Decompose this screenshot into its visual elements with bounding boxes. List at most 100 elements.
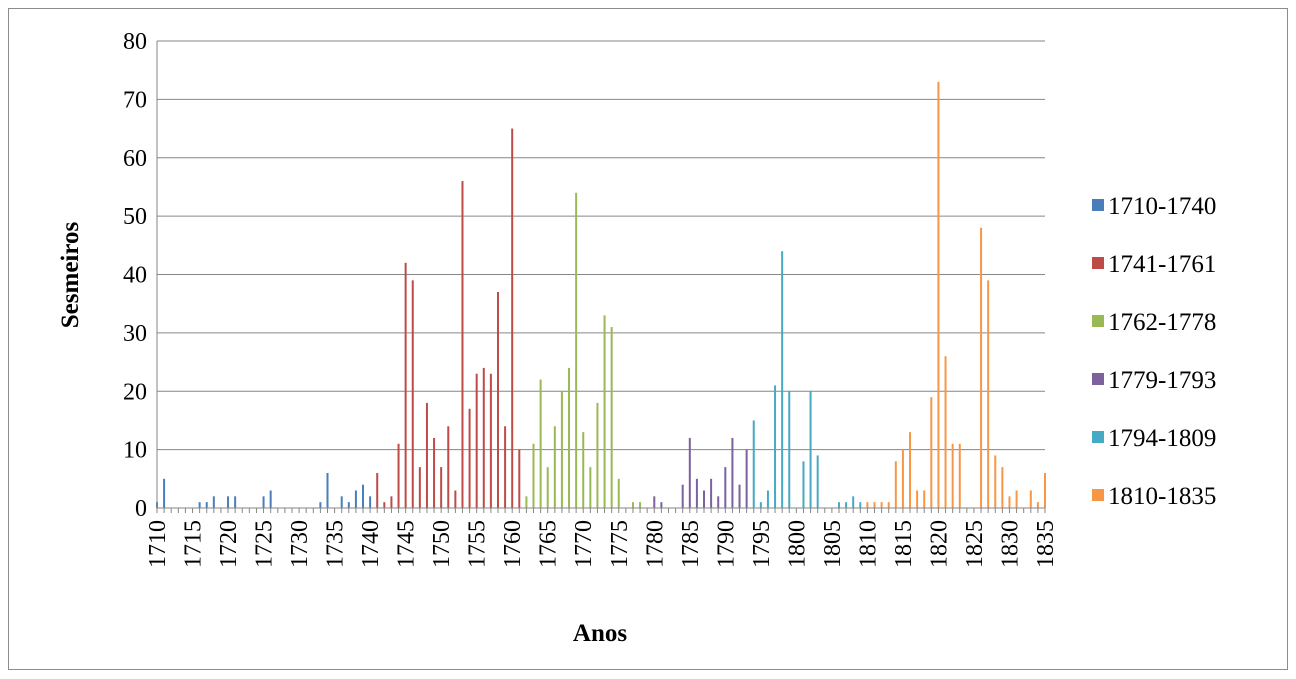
bar-1752 bbox=[454, 490, 457, 508]
bar-1751 bbox=[447, 426, 450, 508]
bar-1798 bbox=[781, 251, 784, 508]
bar-1766 bbox=[553, 426, 556, 508]
bar-1826 bbox=[980, 227, 983, 509]
bar-1749 bbox=[433, 437, 436, 508]
bar-1762 bbox=[525, 496, 528, 508]
legend-label: 1810-1835 bbox=[1108, 483, 1216, 510]
bar-1773 bbox=[603, 315, 606, 508]
x-tick-label: 1800 bbox=[784, 520, 810, 568]
bar-1761 bbox=[518, 449, 521, 508]
legend-item: 1741-1761 bbox=[1092, 251, 1216, 278]
axes: 0 10 20 30 40 50 60 70 80 1710 1715 1720 1725 1730 173… bbox=[123, 29, 1059, 568]
legend-swatch bbox=[1092, 489, 1104, 501]
bar-1806 bbox=[837, 502, 840, 508]
x-tick-label: 1710 bbox=[145, 520, 171, 568]
bar-1747 bbox=[418, 467, 421, 508]
bar-1816 bbox=[909, 432, 912, 508]
bar-1757 bbox=[489, 373, 492, 508]
x-tick-label: 1765 bbox=[536, 520, 562, 568]
y-axis-title: Sesmeiros bbox=[57, 222, 84, 329]
y-tick-label: 20 bbox=[123, 379, 147, 405]
legend-swatch bbox=[1092, 431, 1104, 443]
bar-1810 bbox=[866, 502, 869, 508]
bar-1711 bbox=[163, 478, 166, 508]
bar-1789 bbox=[717, 496, 720, 508]
bar-1833 bbox=[1029, 490, 1032, 508]
x-tick-label: 1725 bbox=[252, 520, 278, 568]
legend-item: 1762-1778 bbox=[1092, 309, 1216, 336]
bar-1799 bbox=[788, 391, 791, 508]
bar-1721 bbox=[234, 496, 237, 508]
bar-1725 bbox=[262, 496, 265, 508]
bar-1740 bbox=[369, 496, 372, 508]
x-tick-label: 1790 bbox=[713, 520, 739, 568]
bar-1780 bbox=[653, 496, 656, 508]
bar-1746 bbox=[411, 280, 414, 508]
legend-label: 1741-1761 bbox=[1108, 251, 1216, 278]
bar-1802 bbox=[809, 391, 812, 508]
legend-label: 1794-1809 bbox=[1108, 425, 1216, 452]
bar-1771 bbox=[589, 467, 592, 508]
bar-1716 bbox=[198, 502, 201, 508]
bar-1787 bbox=[703, 490, 706, 508]
x-tick-label: 1750 bbox=[429, 520, 455, 568]
legend-label: 1710-1740 bbox=[1108, 193, 1216, 220]
y-tick-label: 40 bbox=[123, 263, 147, 289]
x-tick-label: 1825 bbox=[962, 520, 988, 568]
bar-1788 bbox=[710, 478, 713, 508]
bar-1793 bbox=[745, 449, 748, 508]
bars bbox=[156, 81, 1046, 509]
bar-1823 bbox=[958, 443, 961, 508]
bar-1758 bbox=[496, 292, 499, 508]
bar-1791 bbox=[731, 437, 734, 508]
bar-1718 bbox=[212, 496, 215, 508]
bar-1756 bbox=[482, 367, 485, 508]
legend-item: 1779-1793 bbox=[1092, 367, 1216, 394]
x-tick-label: 1735 bbox=[323, 520, 349, 568]
legend-swatch bbox=[1092, 315, 1104, 327]
x-tick-label: 1720 bbox=[216, 520, 242, 568]
y-tick-label: 0 bbox=[135, 496, 147, 522]
bar-1815 bbox=[901, 449, 904, 508]
bar-1770 bbox=[582, 432, 585, 508]
x-tick-label: 1770 bbox=[571, 520, 597, 568]
x-tick-label: 1715 bbox=[181, 520, 207, 568]
bar-1795 bbox=[759, 502, 762, 508]
bar-1778 bbox=[639, 502, 642, 508]
bar-1803 bbox=[816, 455, 819, 508]
legend: 1710-1740 1741-1761 1762-1778 1779-1793 1794… bbox=[1092, 193, 1216, 510]
bar-1742 bbox=[383, 502, 386, 508]
bar-1829 bbox=[1001, 467, 1004, 508]
bar-1765 bbox=[546, 467, 549, 508]
bar-1777 bbox=[631, 502, 634, 508]
x-tick-label: 1745 bbox=[394, 520, 420, 568]
bar-1831 bbox=[1015, 490, 1018, 508]
bar-1797 bbox=[774, 385, 777, 508]
bar-1733 bbox=[319, 502, 322, 508]
bar-1812 bbox=[880, 502, 883, 508]
x-tick-label: 1740 bbox=[358, 520, 384, 568]
bar-1767 bbox=[560, 391, 563, 508]
bar-1763 bbox=[532, 443, 535, 508]
bar-1760 bbox=[511, 128, 514, 508]
bar-1834 bbox=[1036, 502, 1039, 508]
x-axis-title: Anos bbox=[573, 620, 627, 647]
bar-1769 bbox=[575, 192, 578, 508]
bar-1764 bbox=[539, 379, 542, 508]
bar-1748 bbox=[425, 402, 428, 508]
bar-1768 bbox=[568, 367, 571, 508]
legend-label: 1762-1778 bbox=[1108, 309, 1216, 336]
bar-1822 bbox=[951, 443, 954, 508]
bar-1737 bbox=[347, 502, 350, 508]
bar-1821 bbox=[944, 356, 947, 508]
bar-1794 bbox=[752, 420, 755, 508]
bar-1817 bbox=[916, 490, 919, 508]
bar-1786 bbox=[695, 478, 698, 508]
x-tick-label: 1755 bbox=[465, 520, 491, 568]
bar-1755 bbox=[475, 373, 478, 508]
bar-1745 bbox=[404, 262, 407, 508]
y-tick-label: 60 bbox=[123, 146, 147, 172]
bar-1785 bbox=[688, 437, 691, 508]
bar-1818 bbox=[923, 490, 926, 508]
